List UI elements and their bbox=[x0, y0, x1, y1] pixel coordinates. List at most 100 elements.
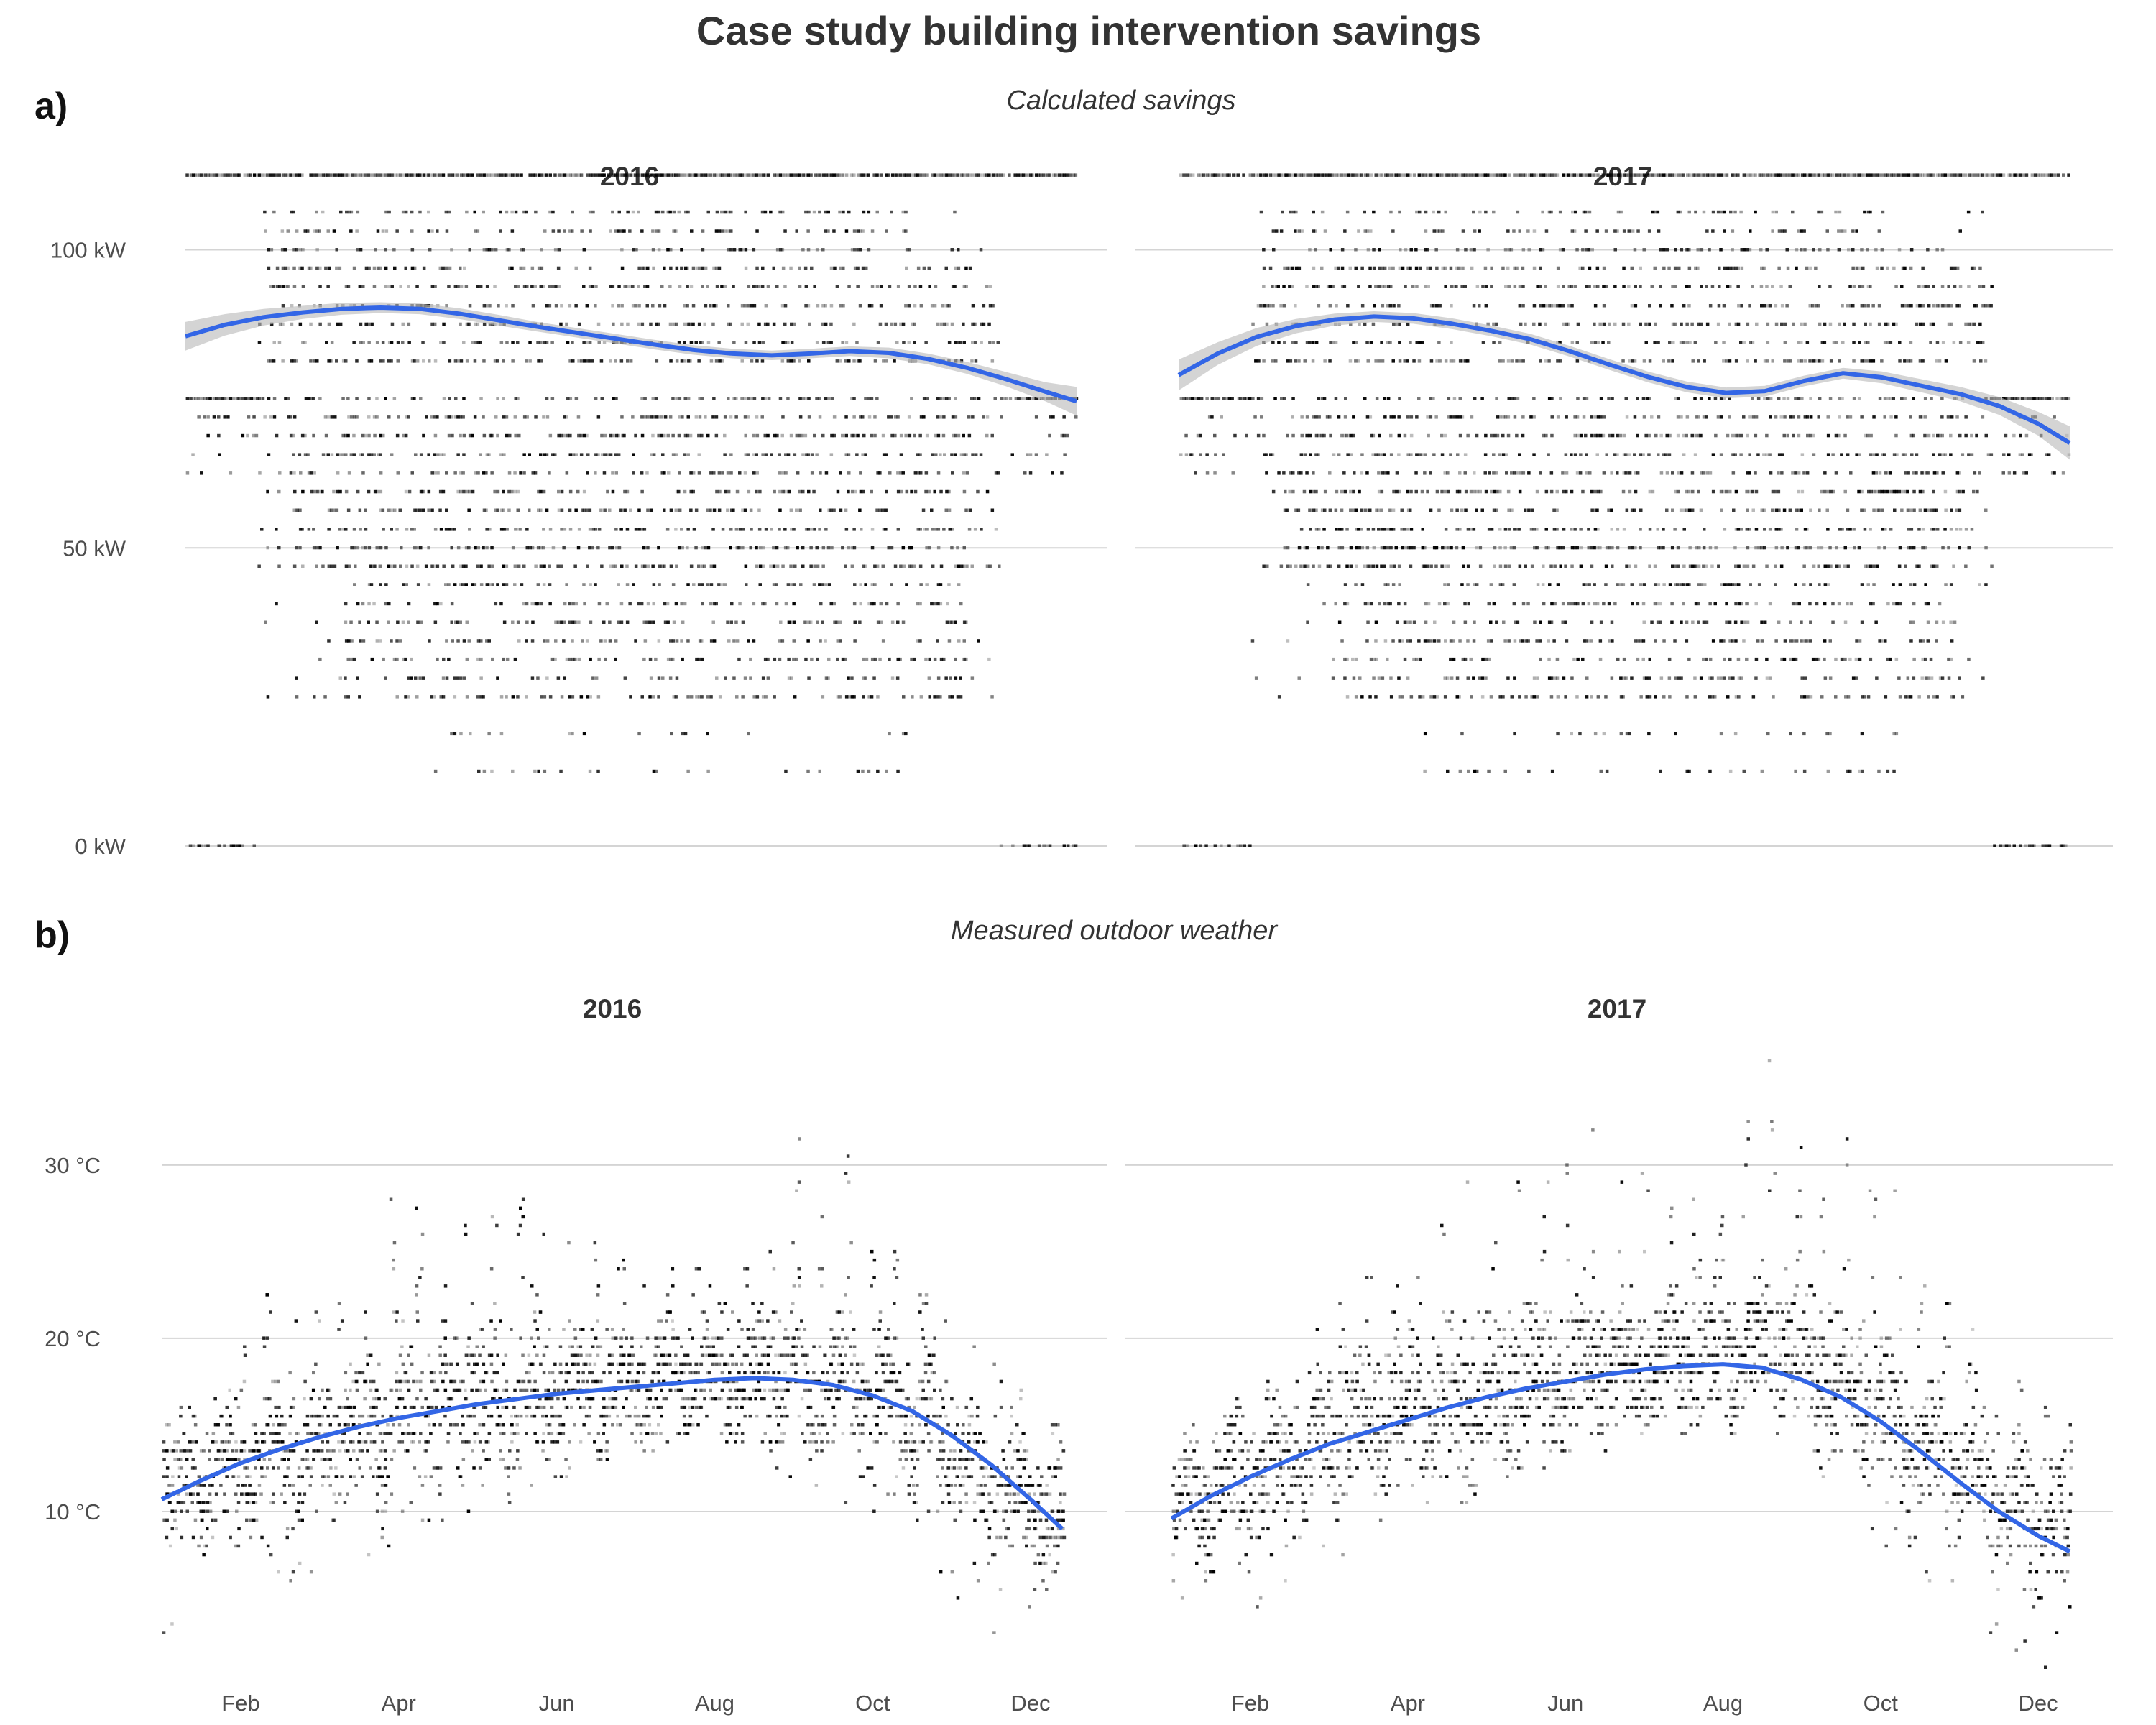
data-point bbox=[1363, 602, 1368, 606]
data-point bbox=[818, 210, 821, 214]
data-point bbox=[829, 304, 834, 308]
data-point bbox=[658, 583, 661, 586]
data-point bbox=[1262, 248, 1266, 252]
data-point bbox=[740, 304, 745, 308]
data-point bbox=[568, 528, 573, 531]
data-point bbox=[496, 433, 499, 438]
data-point bbox=[810, 472, 814, 475]
data-point bbox=[1409, 528, 1414, 531]
data-point bbox=[1184, 433, 1188, 438]
data-point bbox=[212, 415, 216, 419]
data-point bbox=[1383, 564, 1386, 568]
data-point bbox=[1340, 528, 1344, 531]
data-point bbox=[964, 266, 968, 270]
data-point bbox=[899, 322, 903, 326]
data-point bbox=[453, 676, 456, 680]
data-point bbox=[819, 602, 823, 606]
data-point bbox=[865, 173, 868, 177]
data-point bbox=[1654, 433, 1658, 438]
data-point bbox=[376, 173, 379, 177]
data-point bbox=[1398, 583, 1401, 586]
data-point bbox=[415, 173, 420, 177]
data-point bbox=[433, 285, 437, 288]
data-point bbox=[1380, 528, 1384, 531]
data-point bbox=[1713, 173, 1717, 177]
data-point bbox=[718, 173, 722, 177]
data-point bbox=[875, 397, 879, 400]
data-point bbox=[1334, 266, 1337, 270]
data-point bbox=[1751, 285, 1754, 288]
data-point bbox=[747, 397, 750, 400]
data-point bbox=[390, 528, 393, 531]
data-point bbox=[401, 322, 405, 326]
data-point bbox=[453, 732, 457, 736]
data-point bbox=[1687, 285, 1691, 288]
data-point bbox=[382, 433, 385, 438]
data-point bbox=[439, 528, 443, 531]
data-point bbox=[1031, 397, 1035, 400]
data-point bbox=[902, 695, 906, 699]
data-point bbox=[1539, 248, 1542, 252]
data-point bbox=[890, 415, 893, 419]
data-point bbox=[792, 583, 796, 586]
data-point bbox=[919, 304, 923, 308]
data-point bbox=[1462, 564, 1465, 568]
data-point bbox=[1682, 564, 1686, 568]
data-point bbox=[277, 546, 281, 550]
data-point bbox=[879, 285, 883, 288]
data-point bbox=[453, 173, 456, 177]
data-point bbox=[1645, 695, 1649, 699]
data-point bbox=[905, 583, 908, 586]
data-point bbox=[1791, 415, 1795, 419]
data-point bbox=[1335, 173, 1339, 177]
data-point bbox=[850, 564, 854, 568]
data-point bbox=[1269, 453, 1273, 456]
data-point bbox=[1742, 248, 1746, 252]
data-point bbox=[1734, 583, 1738, 586]
data-point bbox=[1297, 266, 1302, 270]
data-point bbox=[522, 266, 526, 270]
data-point bbox=[1470, 266, 1474, 270]
data-point bbox=[1493, 564, 1496, 568]
data-point bbox=[1421, 173, 1424, 177]
data-point bbox=[390, 322, 395, 326]
data-point bbox=[1757, 546, 1761, 550]
data-point bbox=[1286, 433, 1289, 438]
data-point bbox=[744, 564, 748, 568]
data-point bbox=[550, 657, 555, 661]
data-point bbox=[232, 173, 236, 177]
data-point bbox=[497, 304, 500, 308]
data-point bbox=[801, 397, 805, 400]
data-point bbox=[1728, 397, 1731, 400]
data-point bbox=[1544, 528, 1548, 531]
data-point bbox=[1501, 453, 1506, 456]
data-point bbox=[1424, 248, 1428, 252]
data-point bbox=[700, 433, 704, 438]
data-point bbox=[706, 210, 710, 214]
data-point bbox=[654, 173, 658, 177]
data-point bbox=[520, 173, 523, 177]
data-point bbox=[939, 322, 943, 326]
data-point bbox=[1575, 341, 1579, 344]
data-point bbox=[1317, 528, 1321, 531]
data-point bbox=[1501, 695, 1505, 699]
data-point bbox=[1335, 528, 1338, 531]
data-point bbox=[752, 304, 757, 308]
data-point bbox=[689, 489, 693, 494]
data-point bbox=[588, 546, 591, 550]
data-point bbox=[1573, 453, 1577, 456]
data-point bbox=[688, 173, 692, 177]
data-point bbox=[729, 210, 733, 214]
data-point bbox=[1596, 489, 1600, 494]
data-point bbox=[1795, 528, 1799, 531]
data-point bbox=[287, 415, 290, 419]
data-point bbox=[931, 453, 934, 456]
data-point bbox=[1487, 657, 1491, 661]
data-point bbox=[468, 528, 471, 531]
data-point bbox=[1510, 397, 1514, 400]
data-point bbox=[1338, 528, 1342, 531]
data-point bbox=[1372, 546, 1376, 550]
data-point bbox=[1703, 528, 1706, 531]
data-point bbox=[439, 695, 443, 699]
data-point bbox=[1205, 173, 1210, 177]
